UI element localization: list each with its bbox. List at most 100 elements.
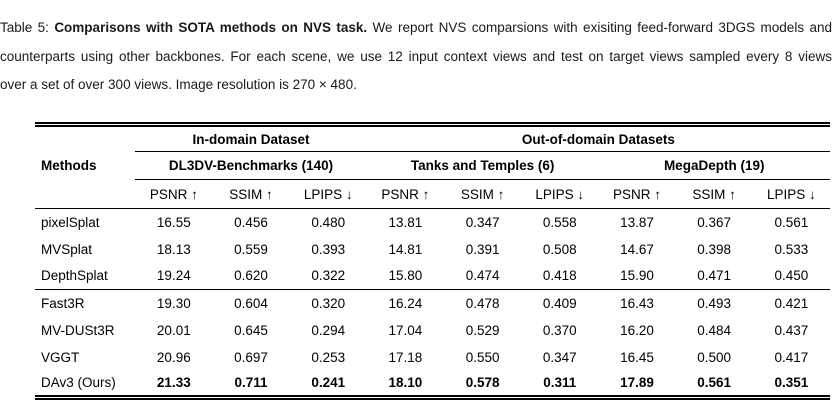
metric-value: 13.87 xyxy=(620,214,654,230)
metric-value: 0.294 xyxy=(311,322,346,338)
metric-value: 0.478 xyxy=(444,289,522,317)
metric-value: 14.67 xyxy=(620,241,654,257)
col-header-psnr: PSNR ↑ xyxy=(135,179,213,209)
metric-value: 0.558 xyxy=(542,214,577,230)
metric-value: 0.561 xyxy=(697,375,732,391)
method-name: DAv3 (Ours) xyxy=(41,375,116,391)
metric-header-row: PSNR ↑ SSIM ↑ LPIPS ↓ PSNR ↑ SSIM ↑ LPIP… xyxy=(35,179,830,209)
metric-value: 16.43 xyxy=(598,289,676,317)
metric-value: 17.04 xyxy=(388,322,423,338)
metric-value: 15.90 xyxy=(620,268,654,284)
metric-value: 0.253 xyxy=(311,349,346,365)
metric-value: 18.10 xyxy=(388,375,423,391)
metric-value: 16.20 xyxy=(620,322,654,338)
metric-value: 0.409 xyxy=(521,289,599,317)
metric-value: 0.391 xyxy=(465,241,500,257)
metric-value: 0.474 xyxy=(465,268,500,284)
metric-value: 16.55 xyxy=(156,214,191,230)
metric-value: 0.533 xyxy=(774,241,809,257)
caption-table-number: Table 5: xyxy=(0,20,55,35)
method-name: pixelSplat xyxy=(41,214,100,230)
metric-value: 0.711 xyxy=(234,375,268,391)
metric-value: 18.13 xyxy=(156,241,191,257)
metric-value: 0.417 xyxy=(774,349,809,365)
col-header-lpips: LPIPS ↓ xyxy=(289,179,367,209)
table-caption: Table 5: Comparisons with SOTA methods o… xyxy=(0,14,832,100)
metric-value: 0.578 xyxy=(465,375,500,391)
metric-value: 16.24 xyxy=(366,289,445,317)
metric-value: 0.450 xyxy=(774,268,809,284)
metric-value: 13.81 xyxy=(388,214,423,230)
metric-value: 0.484 xyxy=(697,322,732,338)
metric-value: 17.18 xyxy=(388,349,423,365)
metric-value: 0.645 xyxy=(234,322,268,338)
caption-line-2: counterparts using other backbones. For … xyxy=(0,48,832,64)
col-header-lpips: LPIPS ↓ xyxy=(521,179,599,209)
metric-value: 20.96 xyxy=(156,349,191,365)
dataset-header-dl3dv: DL3DV-Benchmarks (140) xyxy=(135,151,367,180)
metric-value: 20.01 xyxy=(156,322,191,338)
metric-value: 0.322 xyxy=(311,268,346,284)
col-header-lpips: LPIPS ↓ xyxy=(752,179,830,209)
metric-value: 16.45 xyxy=(620,349,654,365)
metric-value: 0.493 xyxy=(675,289,753,317)
col-header-ssim: SSIM ↑ xyxy=(444,179,522,209)
method-name: Fast3R xyxy=(35,289,136,317)
caption-title-bold: Comparisons with SOTA methods on NVS tas… xyxy=(54,20,368,35)
col-header-psnr: PSNR ↑ xyxy=(366,179,445,209)
caption-text-rest: We report NVS comparsions with exisiting… xyxy=(367,20,832,35)
col-header-ssim: SSIM ↑ xyxy=(212,179,290,209)
metric-value: 0.500 xyxy=(697,349,732,365)
method-name: DepthSplat xyxy=(41,268,108,284)
table-row-depthsplat: DepthSplat 19.24 0.620 0.322 15.80 0.474… xyxy=(35,263,830,290)
col-header-ssim: SSIM ↑ xyxy=(675,179,753,209)
metric-value: 0.320 xyxy=(289,289,367,317)
metric-value: 0.421 xyxy=(752,289,830,317)
dataset-header-tanks-temples: Tanks and Temples (6) xyxy=(366,151,599,180)
caption-line-3: over a set of over 300 views. Image reso… xyxy=(0,77,357,92)
metric-value: 0.471 xyxy=(697,268,732,284)
metric-value: 19.24 xyxy=(156,268,191,284)
methods-column-header: Methods xyxy=(41,158,97,173)
metric-value: 0.311 xyxy=(543,375,577,391)
metric-value: 0.559 xyxy=(234,241,268,257)
metric-value: 0.529 xyxy=(465,322,500,338)
table-row-pixelsplat: pixelSplat 16.55 0.456 0.480 13.81 0.347… xyxy=(35,209,830,236)
table-row-fast3r: Fast3R 19.30 0.604 0.320 16.24 0.478 0.4… xyxy=(35,289,830,317)
table-row-dav3-ours: DAv3 (Ours) 21.33 0.711 0.241 18.10 0.57… xyxy=(35,371,830,398)
metric-value: 0.398 xyxy=(697,241,732,257)
metric-value: 0.418 xyxy=(542,268,577,284)
metric-value: 15.80 xyxy=(388,268,423,284)
results-table: In-domain Dataset Out-of-domain Datasets… xyxy=(35,122,830,400)
metric-value: 21.33 xyxy=(156,375,191,391)
col-header-psnr: PSNR ↑ xyxy=(598,179,676,209)
metric-value: 0.367 xyxy=(697,214,732,230)
metric-value: 0.347 xyxy=(465,214,500,230)
metric-value: 0.697 xyxy=(234,349,268,365)
results-table-container: In-domain Dataset Out-of-domain Datasets… xyxy=(35,122,830,400)
metric-value: 0.620 xyxy=(234,268,268,284)
metric-value: 0.437 xyxy=(774,322,809,338)
empty-corner-cell xyxy=(35,125,135,152)
method-name: MVSplat xyxy=(41,241,93,257)
metric-value: 0.604 xyxy=(212,289,290,317)
metric-value: 0.456 xyxy=(234,214,268,230)
dataset-header-megadepth: MegaDepth (19) xyxy=(598,151,830,180)
domain-group-header-row: In-domain Dataset Out-of-domain Datasets xyxy=(35,124,830,152)
metric-value: 0.347 xyxy=(542,349,577,365)
method-name: MV-DUSt3R xyxy=(41,322,115,338)
metric-value: 0.393 xyxy=(311,241,346,257)
caption-line-1: Table 5: Comparisons with SOTA methods o… xyxy=(0,14,832,43)
metric-value: 0.480 xyxy=(311,214,346,230)
table-row-mv-dust3r: MV-DUSt3R 20.01 0.645 0.294 17.04 0.529 … xyxy=(35,317,830,344)
metric-value: 19.30 xyxy=(135,289,213,317)
method-name: VGGT xyxy=(41,349,80,365)
empty-metric-cell xyxy=(35,179,136,209)
metric-value: 0.351 xyxy=(774,375,809,391)
table-row-mvsplat: MVSplat 18.13 0.559 0.393 14.81 0.391 0.… xyxy=(35,236,830,263)
metric-value: 17.89 xyxy=(620,375,654,391)
metric-value: 0.550 xyxy=(465,349,500,365)
metric-value: 14.81 xyxy=(388,241,423,257)
metric-value: 0.370 xyxy=(542,322,577,338)
table-row-vggt: VGGT 20.96 0.697 0.253 17.18 0.550 0.347… xyxy=(35,344,830,371)
